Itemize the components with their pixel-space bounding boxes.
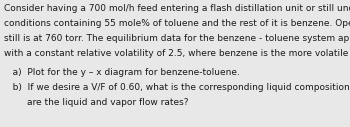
Text: are the liquid and vapor flow rates?: are the liquid and vapor flow rates? [4,98,189,107]
Text: a)  Plot for the y – x diagram for benzene-toluene.: a) Plot for the y – x diagram for benzen… [4,68,240,77]
Text: conditions containing 55 mole% of toluene and the rest of it is benzene. Operati: conditions containing 55 mole% of toluen… [4,19,350,28]
Text: b)  If we desire a V/F of 0.60, what is the corresponding liquid composition and: b) If we desire a V/F of 0.60, what is t… [4,83,350,92]
Text: Consider having a 700 mol/h feed entering a flash distillation unit or still und: Consider having a 700 mol/h feed enterin… [4,4,350,13]
Text: with a constant relative volatility of 2.5, where benzene is the more volatile c: with a constant relative volatility of 2… [4,49,350,58]
Text: still is at 760 torr. The equilibrium data for the benzene - toluene system appr: still is at 760 torr. The equilibrium da… [4,34,350,43]
